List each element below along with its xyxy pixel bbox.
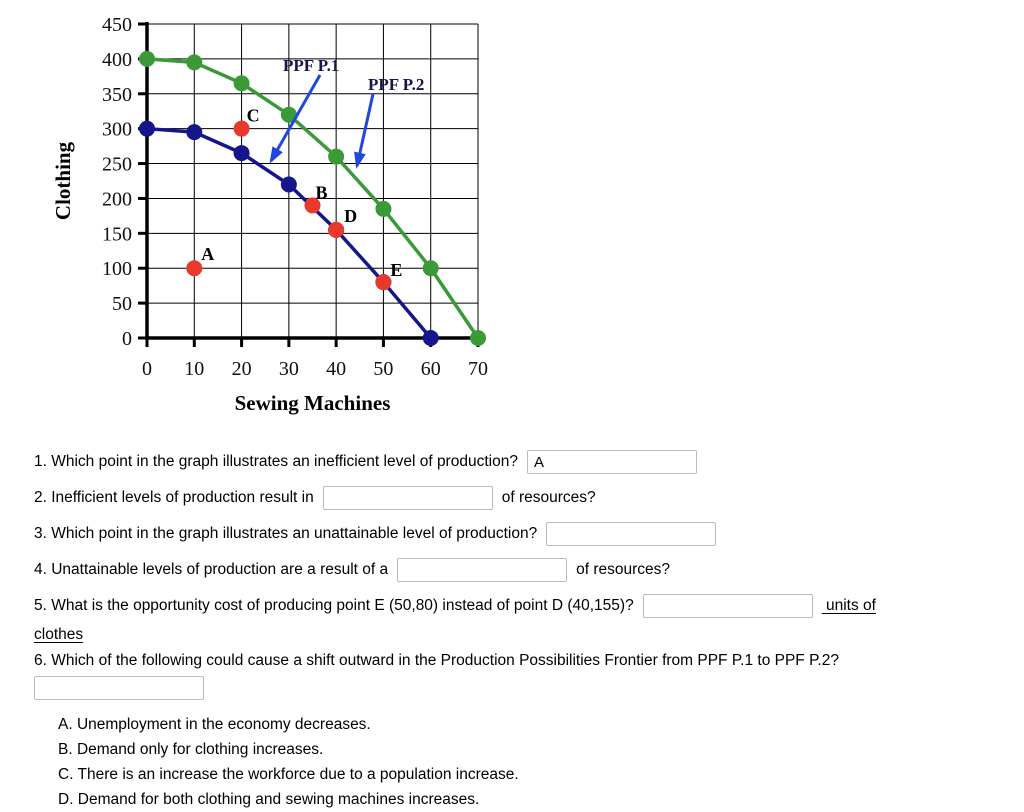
grid <box>147 23 479 338</box>
annotation-ppf-p-1: PPF P.1 <box>269 56 339 164</box>
question-2-text: 2. Inefficient levels of production resu… <box>34 489 314 506</box>
svg-text:50: 50 <box>112 293 132 315</box>
point-label-a: A <box>201 244 214 264</box>
svg-text:200: 200 <box>102 188 132 210</box>
question-4-text: 4. Unattainable levels of production are… <box>34 561 389 578</box>
question-3-answer-input[interactable] <box>546 522 717 546</box>
svg-text:100: 100 <box>102 258 132 280</box>
question-1-answer-input[interactable] <box>526 450 697 474</box>
svg-text:250: 250 <box>102 154 132 176</box>
svg-text:0: 0 <box>122 328 132 350</box>
svg-text:30: 30 <box>279 358 299 380</box>
labeled-points: A B C D E <box>186 106 402 291</box>
question-5-suffix: units of <box>821 597 876 614</box>
question-2-answer-input[interactable] <box>322 486 493 510</box>
question-5-text: 5. What is the opportunity cost of produ… <box>34 597 634 614</box>
tick-labels: 0 50 100 150 200 250 300 350 400 450 0 10 20 30 40 50 60… <box>102 14 488 380</box>
svg-text:0: 0 <box>142 358 152 380</box>
svg-text:400: 400 <box>102 49 132 71</box>
ppf-chart-svg: 0 50 100 150 200 250 300 350 400 450 0 10 20 30 40 50 60… <box>51 14 488 415</box>
svg-text:20: 20 <box>232 358 252 380</box>
questions-section: 1. Which point in the graph illustrates … <box>0 450 1024 812</box>
question-1: 1. Which point in the graph illustrates … <box>34 450 1010 474</box>
question-2: 2. Inefficient levels of production resu… <box>34 486 1010 510</box>
series-ppf-p-2 <box>139 50 486 346</box>
svg-text:70: 70 <box>468 358 488 380</box>
point-label-b: B <box>316 182 328 202</box>
question-6-answer-row <box>34 676 1010 700</box>
svg-text:60: 60 <box>421 358 441 380</box>
question-3: 3. Which point in the graph illustrates … <box>34 522 1010 546</box>
svg-text:150: 150 <box>102 223 132 245</box>
y-axis-title: Clothing <box>51 141 75 220</box>
option-a: A. Unemployment in the economy decreases… <box>58 716 371 733</box>
svg-text:450: 450 <box>102 14 132 36</box>
question-4-answer-input[interactable] <box>397 558 568 582</box>
x-axis-title: Sewing Machines <box>235 391 391 415</box>
question-6: 6. Which of the following could cause a … <box>34 652 1010 670</box>
svg-text:350: 350 <box>102 84 132 106</box>
svg-text:PPF P.2: PPF P.2 <box>368 75 424 94</box>
point-label-e: E <box>390 260 402 280</box>
svg-text:300: 300 <box>102 119 132 141</box>
option-d: D. Demand for both clothing and sewing m… <box>58 791 480 808</box>
ppf-chart: 0 50 100 150 200 250 300 350 400 450 0 10 20 30 40 50 60… <box>51 14 488 415</box>
question-5-answer-input[interactable] <box>642 594 813 618</box>
question-6-options: A. Unemployment in the economy decreases… <box>58 712 1010 812</box>
question-6-answer-input[interactable] <box>34 676 204 700</box>
point-label-c: C <box>247 106 260 126</box>
question-4: 4. Unattainable levels of production are… <box>34 558 1010 582</box>
question-5-continuation: clothes <box>34 626 1010 644</box>
svg-text:40: 40 <box>326 358 346 380</box>
question-2-suffix: of resources? <box>501 489 596 506</box>
svg-text:PPF P.1: PPF P.1 <box>283 56 339 75</box>
question-1-text: 1. Which point in the graph illustrates … <box>34 453 518 470</box>
svg-text:50: 50 <box>373 358 393 380</box>
question-4-suffix: of resources? <box>576 561 671 578</box>
svg-text:10: 10 <box>184 358 204 380</box>
point-label-d: D <box>344 206 357 226</box>
question-5-continuation-text: clothes <box>34 626 84 643</box>
option-c: C. There is an increase the workforce du… <box>58 766 519 783</box>
question-6-text: 6. Which of the following could cause a … <box>34 652 839 669</box>
annotation-ppf-p-2: PPF P.2 <box>354 75 424 169</box>
question-3-text: 3. Which point in the graph illustrates … <box>34 525 538 542</box>
question-5: 5. What is the opportunity cost of produ… <box>34 594 1010 618</box>
option-b: B. Demand only for clothing increases. <box>58 741 324 758</box>
